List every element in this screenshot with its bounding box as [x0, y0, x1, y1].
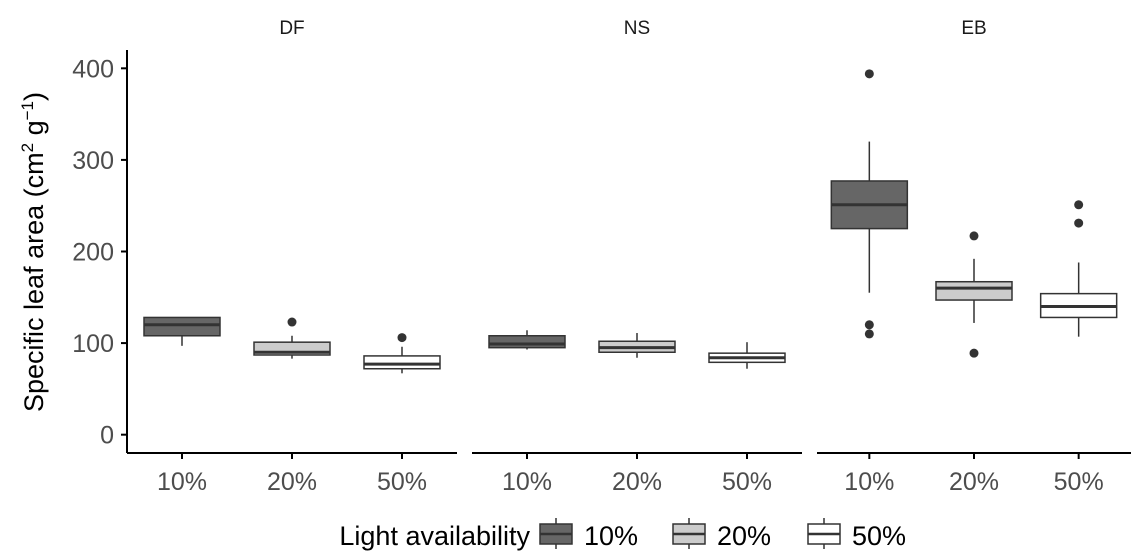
strip-label: EB [961, 18, 986, 39]
outlier-point [969, 231, 979, 241]
y-axis-title-sup1: 2 [18, 143, 37, 152]
outlier-point [287, 317, 297, 327]
outlier-point [864, 320, 874, 330]
legend-entry-label: 10% [584, 521, 638, 551]
legend-key-10pct: 10% [539, 518, 638, 551]
legend-key-20pct: 20% [672, 518, 771, 551]
outlier-point [1074, 200, 1084, 210]
facet-panels: DF 10% 20% 50% NS 10% 20% 50% EB 10% 20% 50% [127, 18, 1131, 496]
x-tick-label: 10% [844, 468, 894, 496]
x-tick-label: 10% [157, 468, 207, 496]
y-tick-label: 100 [72, 330, 114, 358]
x-tick-label: 20% [949, 468, 999, 496]
box-50pct [363, 333, 441, 374]
panel-df: DF 10% 20% 50% [127, 18, 457, 496]
legend-keys: 10% 20% 50% [539, 518, 906, 551]
x-tick-label: 50% [722, 468, 772, 496]
panel-ns: NS 10% 20% 50% [472, 18, 802, 496]
panel-eb: EB 10% 20% 50% [817, 18, 1131, 496]
y-axis-title-main: Specific leaf area (cm [19, 152, 49, 412]
outlier-point [1074, 218, 1084, 228]
box-20pct [598, 333, 676, 358]
strip-label: NS [624, 18, 650, 39]
y-axis-title-end: ) [19, 92, 49, 101]
x-tick-label: 10% [502, 468, 552, 496]
legend-key-50pct: 50% [807, 518, 906, 551]
y-tick-label: 400 [72, 55, 114, 83]
outlier-point [864, 329, 874, 339]
legend-entry-label: 50% [852, 521, 906, 551]
box-10pct [830, 69, 909, 339]
box-10pct [488, 330, 566, 350]
y-axis-title: Specific leaf area (cm2 g−1) [18, 92, 49, 412]
x-tick-label: 20% [612, 468, 662, 496]
box-iqr [363, 355, 441, 370]
box-iqr [935, 280, 1013, 301]
box-20pct [253, 317, 331, 359]
y-tick-label: 300 [72, 147, 114, 175]
box-50pct [708, 342, 786, 369]
legend-entry-label: 20% [717, 521, 771, 551]
x-tick-label: 50% [377, 468, 427, 496]
box-10pct [143, 316, 221, 346]
legend-title: Light availability [339, 521, 530, 551]
box-iqr [143, 316, 221, 337]
y-axis: 0 100 200 300 400 [72, 50, 128, 453]
outlier-point [969, 348, 979, 358]
outlier-point [397, 333, 407, 343]
outlier-point [864, 69, 874, 79]
box-20pct [935, 231, 1013, 358]
x-tick-label: 50% [1054, 468, 1104, 496]
box-iqr [488, 335, 566, 349]
y-tick-label: 200 [72, 239, 114, 267]
legend: Light availability 10% 20% 50% [339, 518, 906, 551]
strip-label: DF [279, 18, 304, 39]
box-50pct [1039, 200, 1118, 337]
y-axis-title-mid: g [19, 120, 49, 143]
y-tick-label: 0 [100, 422, 114, 450]
y-axis-title-sup2: −1 [18, 101, 37, 120]
x-tick-label: 20% [267, 468, 317, 496]
